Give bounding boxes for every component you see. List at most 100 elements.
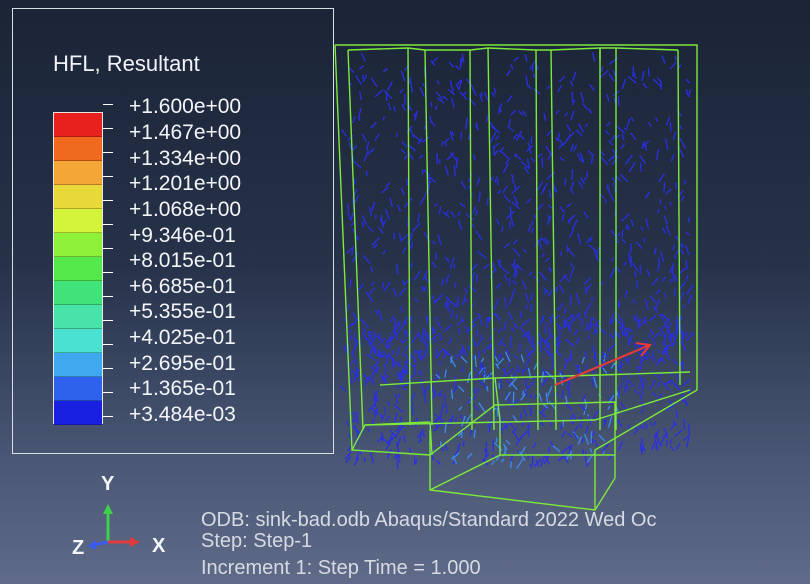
flux-vector: [347, 446, 352, 452]
flux-vector: [429, 115, 432, 124]
flux-vector: [400, 149, 406, 154]
flux-vector: [651, 277, 659, 286]
flux-vector: [542, 372, 547, 379]
flux-vector: [414, 110, 419, 121]
flux-vector: [495, 362, 500, 370]
flux-vector: [642, 237, 646, 243]
flux-vector: [565, 338, 575, 348]
flux-vector: [357, 108, 362, 118]
flux-vector: [417, 355, 423, 362]
legend-tick: [103, 344, 113, 345]
flux-vector: [361, 331, 368, 340]
flux-vector: [378, 227, 384, 234]
flux-vector: [628, 334, 633, 346]
flux-vector: [527, 425, 530, 437]
flux-vector: [383, 407, 387, 414]
flux-vector: [495, 282, 502, 290]
flux-vector: [621, 133, 625, 141]
flux-vector: [527, 338, 535, 348]
flux-vector: [593, 319, 600, 327]
flux-vector: [348, 142, 352, 150]
flux-vector: [386, 335, 393, 343]
flux-vector: [643, 350, 648, 356]
flux-vector: [496, 219, 500, 225]
flux-vector: [434, 338, 437, 343]
flux-vector: [458, 59, 463, 70]
flux-vector: [417, 439, 423, 444]
flux-vector: [386, 400, 391, 406]
flux-vector: [511, 185, 521, 194]
flux-vector: [599, 150, 606, 157]
flux-vector: [395, 321, 400, 331]
flux-vector: [389, 429, 398, 439]
flux-vector: [433, 415, 443, 424]
flux-vector: [459, 414, 464, 420]
flux-vector: [628, 162, 636, 173]
flux-vector: [545, 392, 549, 403]
flux-vector: [537, 331, 543, 341]
legend-value: +1.365e-01: [129, 377, 236, 400]
flux-vector: [685, 331, 689, 337]
flux-vector: [414, 364, 416, 376]
flux-vector: [462, 440, 465, 447]
legend-swatch: [54, 305, 102, 329]
flux-vector: [530, 293, 533, 301]
flux-vector: [653, 333, 659, 339]
flux-vector: [512, 247, 521, 258]
flux-vector: [374, 390, 378, 402]
flux-vector: [644, 298, 649, 310]
flux-vector: [476, 177, 481, 186]
flux-vector: [505, 393, 511, 404]
flux-vector: [520, 318, 531, 328]
flux-vector: [641, 445, 646, 452]
flux-vector: [681, 243, 684, 248]
flux-vector: [644, 191, 651, 199]
flux-vector: [365, 291, 371, 298]
flux-vector: [668, 399, 673, 405]
flux-vector: [668, 336, 675, 348]
z-axis-label: Z: [72, 537, 84, 559]
flux-vector: [479, 363, 483, 368]
flux-vector: [566, 131, 575, 140]
flux-vector: [626, 332, 631, 345]
flux-vector: [378, 337, 386, 346]
flux-vector: [685, 259, 688, 270]
flux-vector: [544, 342, 550, 350]
flux-vector: [453, 375, 456, 388]
flux-vector: [347, 211, 352, 222]
flux-vector: [659, 313, 665, 322]
flux-vector: [573, 144, 578, 152]
legend-panel[interactable]: HFL, Resultant +1.600e+00: [12, 8, 334, 454]
flux-vector: [529, 463, 533, 469]
flux-vector: [455, 79, 462, 87]
flux-vector: [501, 267, 509, 274]
flux-vector: [584, 321, 589, 331]
flux-vector: [383, 370, 389, 379]
flux-vector: [627, 379, 635, 388]
flux-vector: [443, 137, 450, 144]
legend-color-bar: [53, 112, 103, 425]
legend-swatch: [54, 377, 102, 401]
flux-vector: [462, 295, 467, 306]
flux-vector: [672, 273, 675, 283]
flux-vector: [400, 384, 407, 391]
flux-vector: [401, 338, 408, 344]
flux-vector: [472, 154, 476, 161]
flux-vector: [362, 74, 368, 83]
flux-vector: [651, 392, 658, 397]
flux-vector: [610, 229, 619, 240]
flux-vector: [548, 289, 553, 297]
flux-vector: [499, 353, 502, 358]
flux-vector: [389, 197, 393, 208]
flux-vector: [664, 205, 667, 210]
flux-vector: [671, 262, 675, 274]
flux-vector: [687, 89, 692, 98]
flux-vector: [619, 326, 626, 337]
flux-vector: [575, 337, 580, 345]
flux-vector: [511, 201, 521, 210]
flux-vector: [569, 80, 574, 87]
flux-vector: [574, 363, 582, 373]
flux-vector: [511, 427, 518, 433]
